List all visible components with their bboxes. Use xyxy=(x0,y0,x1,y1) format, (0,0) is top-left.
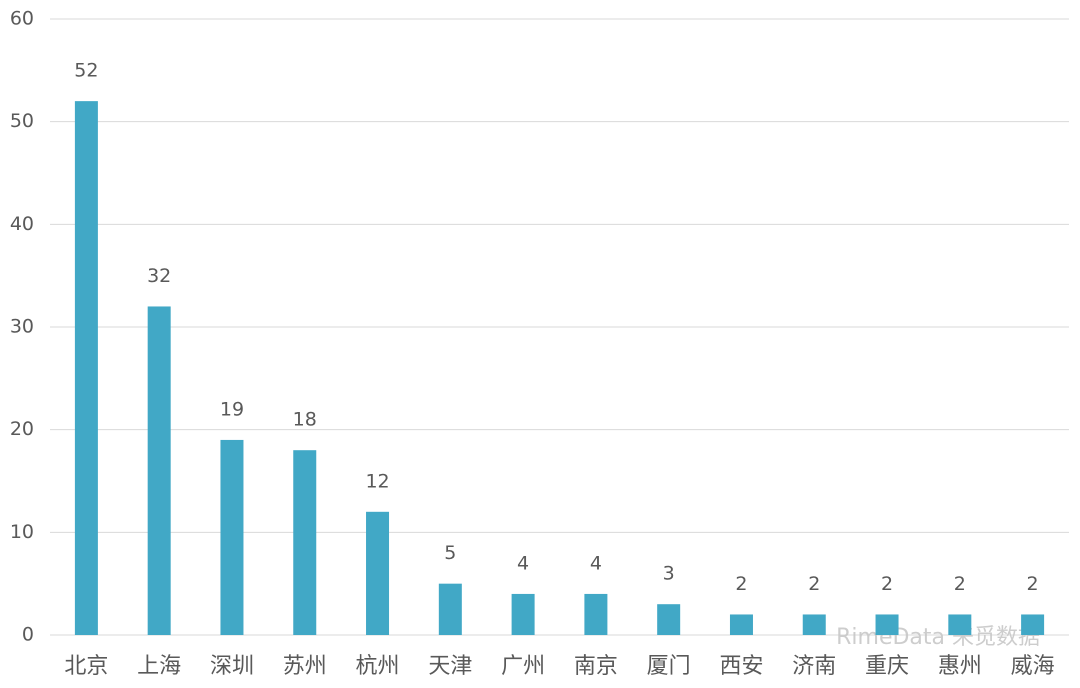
bar xyxy=(438,583,462,635)
watermark: RimeData 来觅数据 xyxy=(836,625,1040,650)
y-tick-label: 30 xyxy=(10,316,34,338)
value-label: 12 xyxy=(365,470,389,492)
y-tick-label: 50 xyxy=(10,110,34,132)
bar xyxy=(657,604,681,635)
x-tick-label: 南京 xyxy=(574,654,618,679)
x-tick-label: 天津 xyxy=(428,654,472,679)
bar xyxy=(366,511,390,635)
bar xyxy=(220,439,244,635)
x-tick-label: 苏州 xyxy=(283,654,327,679)
x-tick-label: 厦门 xyxy=(647,654,691,679)
value-label: 4 xyxy=(517,552,529,574)
x-tick-label: 杭州 xyxy=(356,654,400,679)
x-tick-label: 北京 xyxy=(64,654,108,679)
bar xyxy=(584,593,608,635)
bar xyxy=(802,614,826,635)
x-tick-label: 重庆 xyxy=(865,654,909,679)
value-label: 5 xyxy=(444,542,456,564)
value-label: 4 xyxy=(590,552,602,574)
x-tick-label: 惠州 xyxy=(938,654,982,679)
value-label: 2 xyxy=(881,573,893,595)
x-tick-label: 广州 xyxy=(501,654,545,679)
value-label: 3 xyxy=(663,563,675,585)
bar xyxy=(147,306,171,635)
y-tick-label: 10 xyxy=(10,521,34,543)
value-label: 2 xyxy=(808,573,820,595)
x-tick-label: 济南 xyxy=(792,654,836,679)
y-tick-label: 60 xyxy=(10,8,34,30)
bar xyxy=(875,614,899,635)
x-tick-label: 深圳 xyxy=(210,654,254,679)
bar xyxy=(293,450,317,635)
value-label: 19 xyxy=(220,398,244,420)
bar xyxy=(74,101,98,636)
y-tick-label: 40 xyxy=(10,213,34,235)
bar xyxy=(729,614,753,635)
value-label: 32 xyxy=(147,265,171,287)
value-label: 18 xyxy=(293,409,317,431)
value-label: 52 xyxy=(74,60,98,82)
x-tick-label: 西安 xyxy=(719,654,763,679)
bar xyxy=(511,593,535,635)
bar xyxy=(948,614,972,635)
value-label: 2 xyxy=(1027,573,1039,595)
y-tick-label: 20 xyxy=(10,418,34,440)
value-label: 2 xyxy=(735,573,747,595)
value-label: 2 xyxy=(954,573,966,595)
y-tick-label: 0 xyxy=(22,624,34,646)
x-tick-label: 上海 xyxy=(137,654,181,679)
x-tick-label: 威海 xyxy=(1011,654,1055,679)
bar xyxy=(1021,614,1045,635)
